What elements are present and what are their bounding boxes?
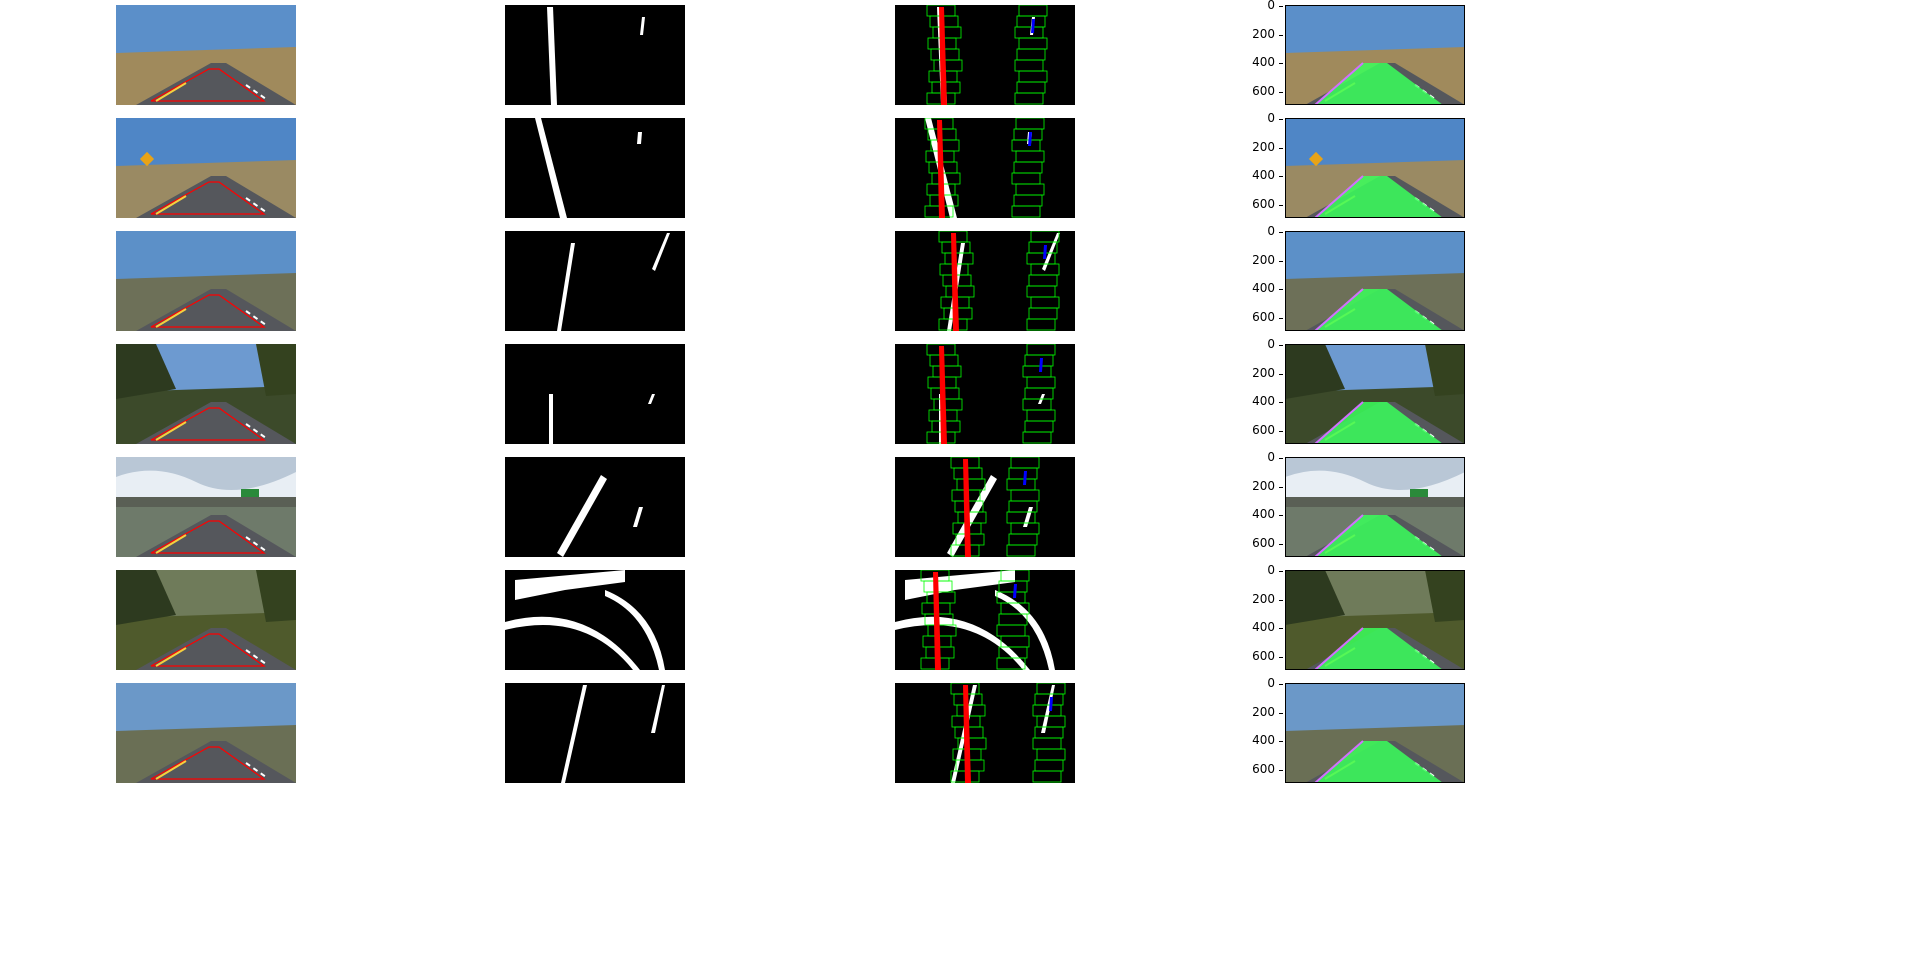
lane-overlay-image-row-2 [1285,118,1465,218]
lane-overlay-image-row-7 [1285,683,1465,783]
sliding-window-image-row-6 [895,570,1075,670]
y-tick-label: 400 [1245,507,1283,521]
original-image-row-1 [116,5,296,105]
y-tick-label: 200 [1245,479,1283,493]
lane-overlay-image-row-5 [1285,457,1465,557]
y-tick-label: 400 [1245,55,1283,69]
x-tick-label: 1000 [1412,786,1444,800]
lane-overlay-image-row-4 [1285,344,1465,444]
y-tick-label: 200 [1245,140,1283,154]
original-image-row-4 [116,344,296,444]
y-tick-label: 600 [1245,84,1283,98]
y-tick-label: 0 [1245,450,1283,464]
y-tick-label: 0 [1245,0,1283,12]
y-tick-label: 0 [1245,563,1283,577]
binary-image-row-4 [505,344,685,444]
y-tick-label: 200 [1245,27,1283,41]
y-tick-label: 200 [1245,705,1283,719]
y-tick-label: 400 [1245,394,1283,408]
binary-image-row-1 [505,5,685,105]
original-image-row-5 [116,457,296,557]
binary-image-row-6 [505,570,685,670]
lane-overlay-image-row-1 [1285,5,1465,105]
sliding-window-image-row-1 [895,5,1075,105]
original-image-row-6 [116,570,296,670]
original-image-row-3 [116,231,296,331]
lane-overlay-image-row-6 [1285,570,1465,670]
sliding-window-image-row-2 [895,118,1075,218]
binary-image-row-7 [505,683,685,783]
y-tick-label: 600 [1245,536,1283,550]
y-tick-label: 400 [1245,168,1283,182]
y-tick-label: 0 [1245,111,1283,125]
y-tick-label: 600 [1245,649,1283,663]
original-image-row-7 [116,683,296,783]
sliding-window-image-row-5 [895,457,1075,557]
y-tick-label: 400 [1245,620,1283,634]
y-tick-label: 0 [1245,676,1283,690]
x-tick-label: 500 [1344,786,1368,800]
binary-image-row-2 [505,118,685,218]
binary-image-row-5 [505,457,685,557]
y-tick-label: 200 [1245,253,1283,267]
y-tick-label: 200 [1245,592,1283,606]
y-tick-label: 0 [1245,337,1283,351]
y-tick-label: 600 [1245,310,1283,324]
lane-overlay-image-row-3 [1285,231,1465,331]
y-tick-label: 600 [1245,762,1283,776]
original-image-row-2 [116,118,296,218]
sliding-window-image-row-7 [895,683,1075,783]
sliding-window-image-row-3 [895,231,1075,331]
y-tick-label: 400 [1245,733,1283,747]
binary-image-row-3 [505,231,685,331]
y-tick-label: 200 [1245,366,1283,380]
y-tick-label: 600 [1245,423,1283,437]
y-tick-label: 400 [1245,281,1283,295]
y-tick-label: 600 [1245,197,1283,211]
sliding-window-image-row-4 [895,344,1075,444]
y-tick-label: 0 [1245,224,1283,238]
x-tick-label: 0 [1281,786,1289,800]
